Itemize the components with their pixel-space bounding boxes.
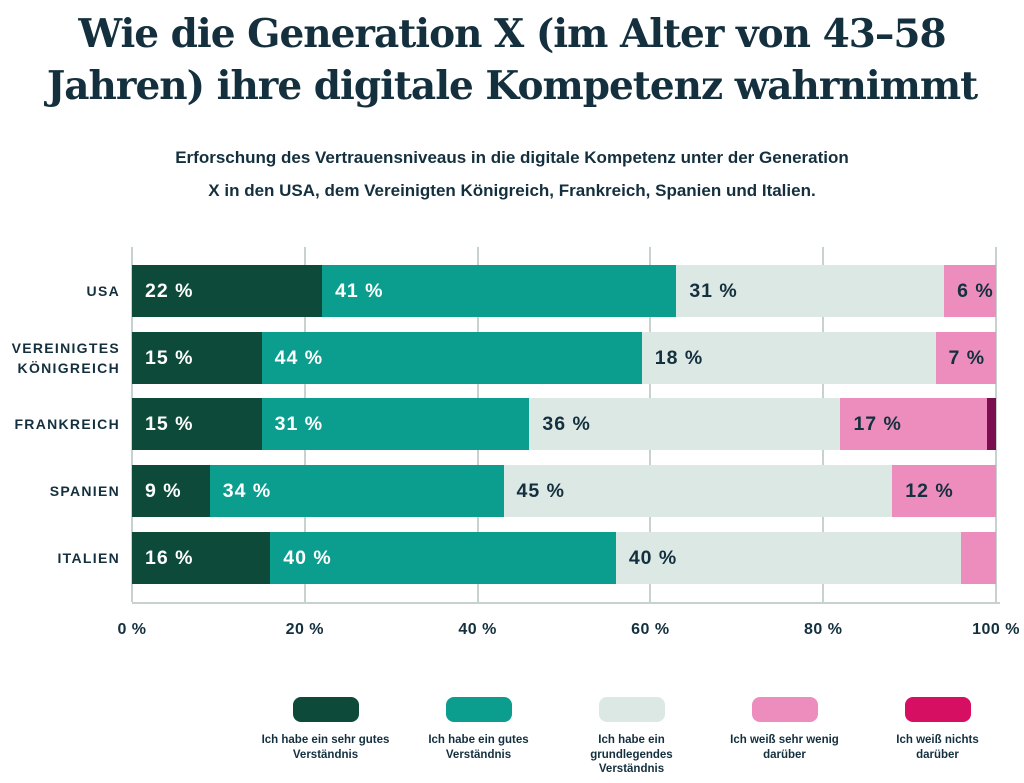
page-title: Wie die Generation X (im Alter von 43–58…: [0, 8, 1024, 112]
bar-row[interactable]: 9 % 34 % 45 % 12 %: [132, 465, 996, 517]
bar-segment[interactable]: 16 %: [132, 532, 271, 584]
category-label[interactable]: USA: [86, 283, 120, 299]
bar-segment[interactable]: 18 %: [641, 332, 936, 384]
axis-tick-label[interactable]: 80 %: [803, 621, 843, 638]
legend-label[interactable]: Ich habe ein grundlegendes Verständnis: [590, 734, 673, 775]
segment-value-label: 15 %: [145, 346, 194, 369]
legend-label[interactable]: Ich weiß nichts darüber: [896, 734, 979, 761]
legend-item[interactable]: Ich habe ein gutes Verständnis: [415, 697, 543, 762]
segment-value-label: 40 %: [283, 546, 332, 569]
bar-segment[interactable]: 31 %: [261, 398, 530, 450]
bar-segment[interactable]: 17 %: [840, 398, 988, 450]
bar-segment[interactable]: 7 %: [935, 332, 996, 384]
segment-value-label: 9 %: [145, 479, 182, 502]
bar-row[interactable]: 16 % 40 % 40 %: [132, 532, 996, 584]
bar-segment[interactable]: 9 %: [132, 465, 210, 517]
bar-row[interactable]: 22 % 41 % 31 % 6 %: [132, 265, 996, 317]
axis-tick-label[interactable]: 20 %: [285, 621, 325, 638]
legend-item[interactable]: Ich weiß nichts darüber: [874, 697, 1002, 762]
subtitle-line-1: Erforschung des Vertrauensniveaus in die…: [175, 148, 849, 167]
bar-segment[interactable]: 15 %: [132, 332, 262, 384]
title-line-1: Wie die Generation X (im Alter von 43–58: [78, 11, 946, 57]
bar-segment[interactable]: 6 %: [944, 265, 996, 317]
axis-tick-label[interactable]: 40 %: [458, 621, 497, 638]
chart-subtitle: Erforschung des Vertrauensniveaus in die…: [0, 141, 1024, 207]
bar-segment[interactable]: 15 %: [132, 398, 262, 450]
gridline[interactable]: [995, 247, 997, 602]
legend-label[interactable]: Ich weiß sehr wenig darüber: [730, 734, 839, 761]
segment-value-label: 31 %: [274, 412, 324, 435]
segment-value-label: 7 %: [948, 346, 986, 369]
segment-value-label: 12 %: [905, 479, 954, 502]
segment-value-label: 31 %: [689, 279, 738, 302]
segment-value-label: 40 %: [628, 546, 678, 569]
bar-segment[interactable]: [987, 398, 996, 450]
bar-segment[interactable]: 12 %: [892, 465, 996, 517]
x-axis-line[interactable]: [132, 602, 1000, 604]
segment-value-label: 41 %: [335, 279, 384, 302]
segment-value-label: 16 %: [145, 546, 194, 569]
segment-value-label: 22 %: [145, 279, 194, 302]
bar-segment[interactable]: 31 %: [676, 265, 945, 317]
category-label[interactable]: ITALIEN: [57, 550, 120, 566]
bar-segment[interactable]: [961, 532, 996, 584]
axis-tick-label[interactable]: 100 %: [972, 621, 1020, 638]
segment-value-label: 15 %: [145, 412, 194, 435]
legend-swatch[interactable]: [751, 697, 818, 722]
segment-value-label: 17 %: [853, 412, 902, 435]
axis-tick-label[interactable]: 60 %: [631, 621, 670, 638]
segment-value-label: 44 %: [274, 346, 324, 369]
legend-item[interactable]: Ich habe ein grundlegendes Verständnis: [568, 697, 696, 777]
bar-segment[interactable]: 41 %: [322, 265, 677, 317]
bar-row[interactable]: 15 % 31 % 36 % 17 %: [132, 398, 996, 450]
segment-value-label: 18 %: [654, 346, 704, 369]
legend-swatch[interactable]: [445, 697, 512, 722]
bar-segment[interactable]: 34 %: [209, 465, 504, 517]
axis-tick-label[interactable]: 0 %: [117, 621, 147, 638]
category-label[interactable]: FRANKREICH: [14, 416, 120, 432]
subtitle-line-2: X in den USA, dem Vereinigten Königreich…: [208, 181, 816, 200]
bar-segment[interactable]: 40 %: [270, 532, 616, 584]
legend-label[interactable]: Ich habe ein gutes Verständnis: [428, 734, 529, 761]
bar-segment[interactable]: 40 %: [615, 532, 962, 584]
segment-value-label: 36 %: [542, 412, 591, 435]
segment-value-label: 6 %: [957, 279, 994, 302]
legend-label[interactable]: Ich habe ein sehr gutes Verständnis: [261, 734, 390, 761]
bar-segment[interactable]: 45 %: [503, 465, 893, 517]
bar-segment[interactable]: 36 %: [529, 398, 841, 450]
legend-swatch[interactable]: [598, 697, 665, 722]
category-label[interactable]: VEREINIGTES KÖNIGREICH: [11, 340, 120, 376]
bar-segment[interactable]: 44 %: [261, 332, 642, 384]
legend-swatch[interactable]: [292, 697, 359, 722]
segment-value-label: 34 %: [222, 479, 272, 502]
bar-segment[interactable]: 22 %: [132, 265, 323, 317]
segment-value-label: 45 %: [516, 479, 565, 502]
legend-item[interactable]: Ich habe ein sehr gutes Verständnis: [262, 697, 390, 762]
title-line-2: Jahren) ihre digitale Kompetenz wahrnimm…: [46, 63, 978, 109]
category-label[interactable]: SPANIEN: [49, 483, 120, 499]
bar-row[interactable]: 15 % 44 % 18 % 7 %: [132, 332, 996, 384]
legend-item[interactable]: Ich weiß sehr wenig darüber: [721, 697, 849, 762]
legend-swatch[interactable]: [904, 697, 971, 722]
